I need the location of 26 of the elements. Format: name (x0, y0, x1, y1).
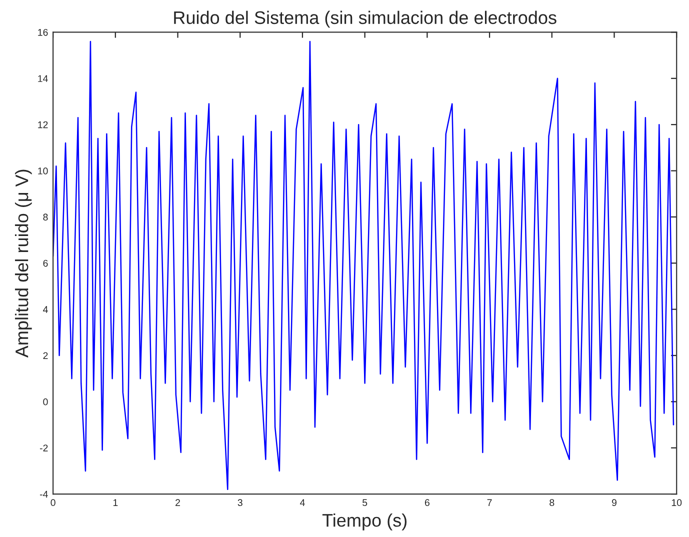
x-tick-label: 1 (113, 499, 118, 506)
y-tick-label: 14 (38, 75, 48, 82)
x-tick-label: 8 (550, 499, 554, 506)
line-series (53, 40, 674, 490)
x-tick-label: 10 (672, 499, 682, 506)
y-tick-label: -2 (40, 444, 48, 452)
y-tick-label: 0 (43, 398, 48, 406)
x-tick-label: 6 (424, 499, 430, 506)
x-tick-label: 0 (50, 499, 56, 506)
x-tick-label: 4 (300, 499, 305, 506)
x-axis-title: Tiempo (s) (322, 514, 407, 530)
y-tick-label: -4 (40, 490, 48, 498)
y-tick-label: 2 (43, 352, 48, 360)
y-tick-label: 12 (38, 121, 48, 128)
chart-title: Ruido del Sistema (sin simulacion de electrodos (174, 10, 556, 28)
y-tick-label: 10 (38, 168, 48, 174)
y-tick-label: 6 (43, 260, 48, 267)
x-tick-label: 9 (612, 499, 616, 506)
y-tick-label: 8 (43, 214, 48, 221)
y-tick-label: 16 (38, 28, 48, 36)
x-tick-label: 3 (238, 499, 242, 506)
x-tick-label: 5 (362, 499, 368, 506)
x-tick-label: 7 (487, 499, 492, 506)
x-tick-label: 2 (176, 499, 180, 506)
y-tick-label: 4 (43, 306, 48, 313)
y-axis-title: Amplitud del ruido (μ V) (14, 170, 32, 358)
